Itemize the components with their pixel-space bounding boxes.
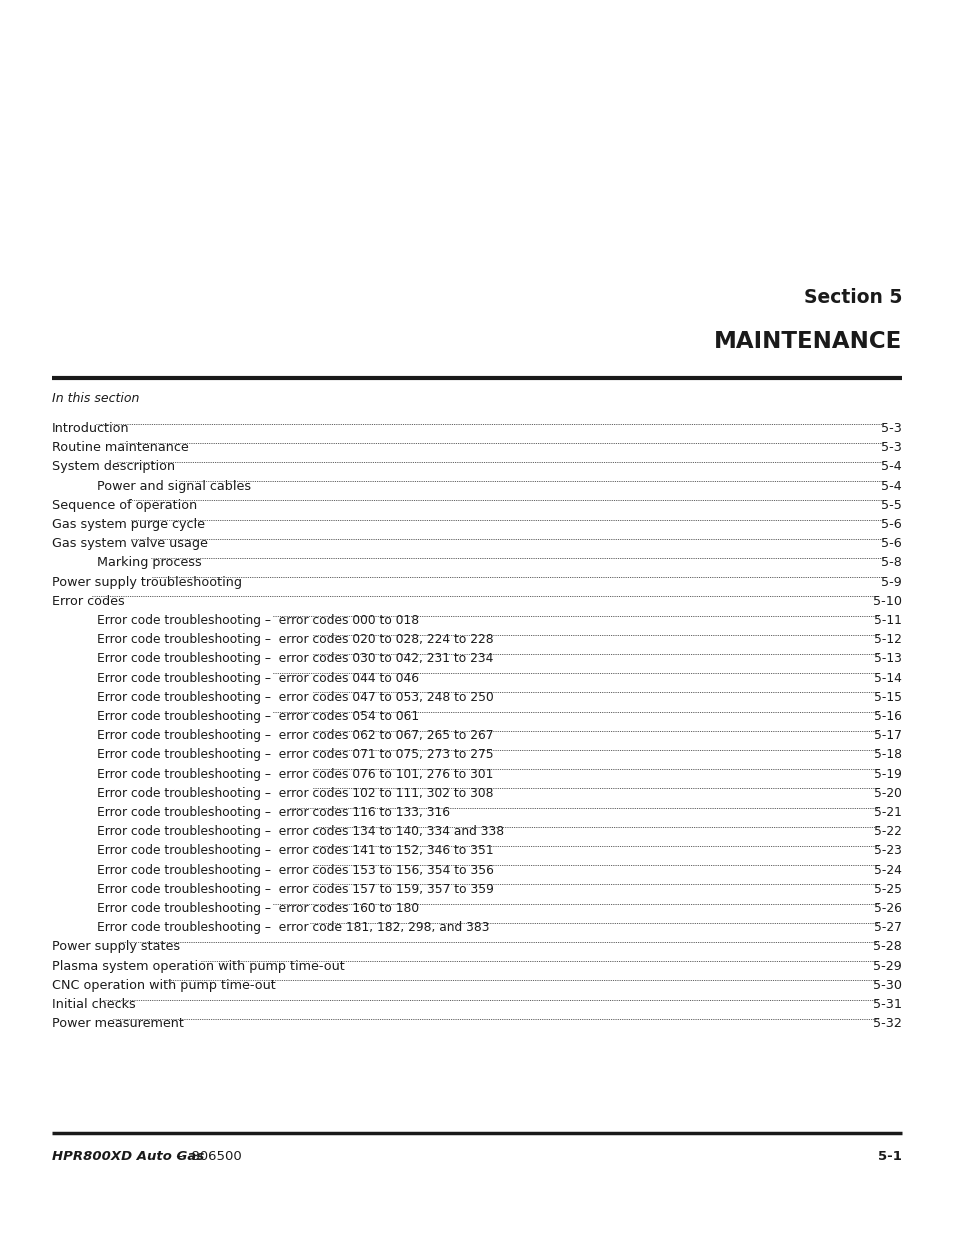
- Text: 5-31: 5-31: [872, 998, 901, 1011]
- Text: 5-13: 5-13: [873, 652, 901, 666]
- Text: CNC operation with pump time-out: CNC operation with pump time-out: [52, 979, 275, 992]
- Text: Error code troubleshooting –  error code 181, 182, 298, and 383: Error code troubleshooting – error code …: [97, 921, 489, 934]
- Text: Error code troubleshooting –  error codes 047 to 053, 248 to 250: Error code troubleshooting – error codes…: [97, 690, 494, 704]
- Text: Error code troubleshooting –  error codes 030 to 042, 231 to 234: Error code troubleshooting – error codes…: [97, 652, 493, 666]
- Text: 5-17: 5-17: [873, 729, 901, 742]
- Text: 5-10: 5-10: [872, 595, 901, 608]
- Text: 5-20: 5-20: [873, 787, 901, 800]
- Text: Power and signal cables: Power and signal cables: [97, 479, 251, 493]
- Text: Error code troubleshooting –  error codes 062 to 067, 265 to 267: Error code troubleshooting – error codes…: [97, 729, 493, 742]
- Text: Introduction: Introduction: [52, 422, 130, 435]
- Text: 5-27: 5-27: [873, 921, 901, 934]
- Text: 5-6: 5-6: [881, 517, 901, 531]
- Text: 5-25: 5-25: [873, 883, 901, 895]
- Text: 5-21: 5-21: [873, 806, 901, 819]
- Text: 5-4: 5-4: [881, 479, 901, 493]
- Text: Gas system purge cycle: Gas system purge cycle: [52, 517, 205, 531]
- Text: 5-15: 5-15: [873, 690, 901, 704]
- Text: Error code troubleshooting –  error codes 044 to 046: Error code troubleshooting – error codes…: [97, 672, 418, 684]
- Text: Error code troubleshooting –  error codes 116 to 133, 316: Error code troubleshooting – error codes…: [97, 806, 450, 819]
- Text: Error code troubleshooting –  error codes 054 to 061: Error code troubleshooting – error codes…: [97, 710, 418, 722]
- Text: Initial checks: Initial checks: [52, 998, 135, 1011]
- Text: 5-16: 5-16: [873, 710, 901, 722]
- Text: 5-22: 5-22: [873, 825, 901, 839]
- Text: Error code troubleshooting –  error codes 153 to 156, 354 to 356: Error code troubleshooting – error codes…: [97, 863, 494, 877]
- Text: Power supply states: Power supply states: [52, 940, 180, 953]
- Text: Plasma system operation with pump time-out: Plasma system operation with pump time-o…: [52, 960, 344, 973]
- Text: 5-24: 5-24: [873, 863, 901, 877]
- Text: 5-5: 5-5: [881, 499, 901, 511]
- Text: Error code troubleshooting –  error codes 157 to 159, 357 to 359: Error code troubleshooting – error codes…: [97, 883, 494, 895]
- Text: System description: System description: [52, 461, 175, 473]
- Text: 5-12: 5-12: [873, 634, 901, 646]
- Text: 5-8: 5-8: [881, 557, 901, 569]
- Text: 5-28: 5-28: [872, 940, 901, 953]
- Text: 5-6: 5-6: [881, 537, 901, 551]
- Text: Error code troubleshooting –  error codes 000 to 018: Error code troubleshooting – error codes…: [97, 614, 418, 627]
- Text: 5-3: 5-3: [881, 441, 901, 454]
- Text: Routine maintenance: Routine maintenance: [52, 441, 189, 454]
- Text: 5-26: 5-26: [873, 902, 901, 915]
- Text: Sequence of operation: Sequence of operation: [52, 499, 197, 511]
- Text: 5-11: 5-11: [873, 614, 901, 627]
- Text: Error code troubleshooting –  error codes 134 to 140, 334 and 338: Error code troubleshooting – error codes…: [97, 825, 503, 839]
- Text: 5-14: 5-14: [873, 672, 901, 684]
- Text: Marking process: Marking process: [97, 557, 201, 569]
- Text: Error code troubleshooting –  error codes 020 to 028, 224 to 228: Error code troubleshooting – error codes…: [97, 634, 493, 646]
- Text: Error code troubleshooting –  error codes 160 to 180: Error code troubleshooting – error codes…: [97, 902, 418, 915]
- Text: Error code troubleshooting –  error codes 102 to 111, 302 to 308: Error code troubleshooting – error codes…: [97, 787, 493, 800]
- Text: 5-18: 5-18: [873, 748, 901, 762]
- Text: 5-3: 5-3: [881, 422, 901, 435]
- Text: Error code troubleshooting –  error codes 076 to 101, 276 to 301: Error code troubleshooting – error codes…: [97, 768, 493, 781]
- Text: In this section: In this section: [52, 391, 139, 405]
- Text: 5-19: 5-19: [873, 768, 901, 781]
- Text: Error code troubleshooting –  error codes 071 to 075, 273 to 275: Error code troubleshooting – error codes…: [97, 748, 493, 762]
- Text: 5-23: 5-23: [873, 845, 901, 857]
- Text: 5-32: 5-32: [872, 1018, 901, 1030]
- Text: Power supply troubleshooting: Power supply troubleshooting: [52, 576, 242, 589]
- Text: Gas system valve usage: Gas system valve usage: [52, 537, 208, 551]
- Text: Error code troubleshooting –  error codes 141 to 152, 346 to 351: Error code troubleshooting – error codes…: [97, 845, 493, 857]
- Text: Error codes: Error codes: [52, 595, 125, 608]
- Text: 5-30: 5-30: [872, 979, 901, 992]
- Text: 5-1: 5-1: [877, 1150, 901, 1163]
- Text: –  806500: – 806500: [172, 1150, 241, 1163]
- Text: 5-9: 5-9: [881, 576, 901, 589]
- Text: 5-4: 5-4: [881, 461, 901, 473]
- Text: Section 5: Section 5: [802, 288, 901, 308]
- Text: 5-29: 5-29: [872, 960, 901, 973]
- Text: HPR800XD Auto Gas: HPR800XD Auto Gas: [52, 1150, 204, 1163]
- Text: MAINTENANCE: MAINTENANCE: [713, 330, 901, 353]
- Text: Power measurement: Power measurement: [52, 1018, 184, 1030]
